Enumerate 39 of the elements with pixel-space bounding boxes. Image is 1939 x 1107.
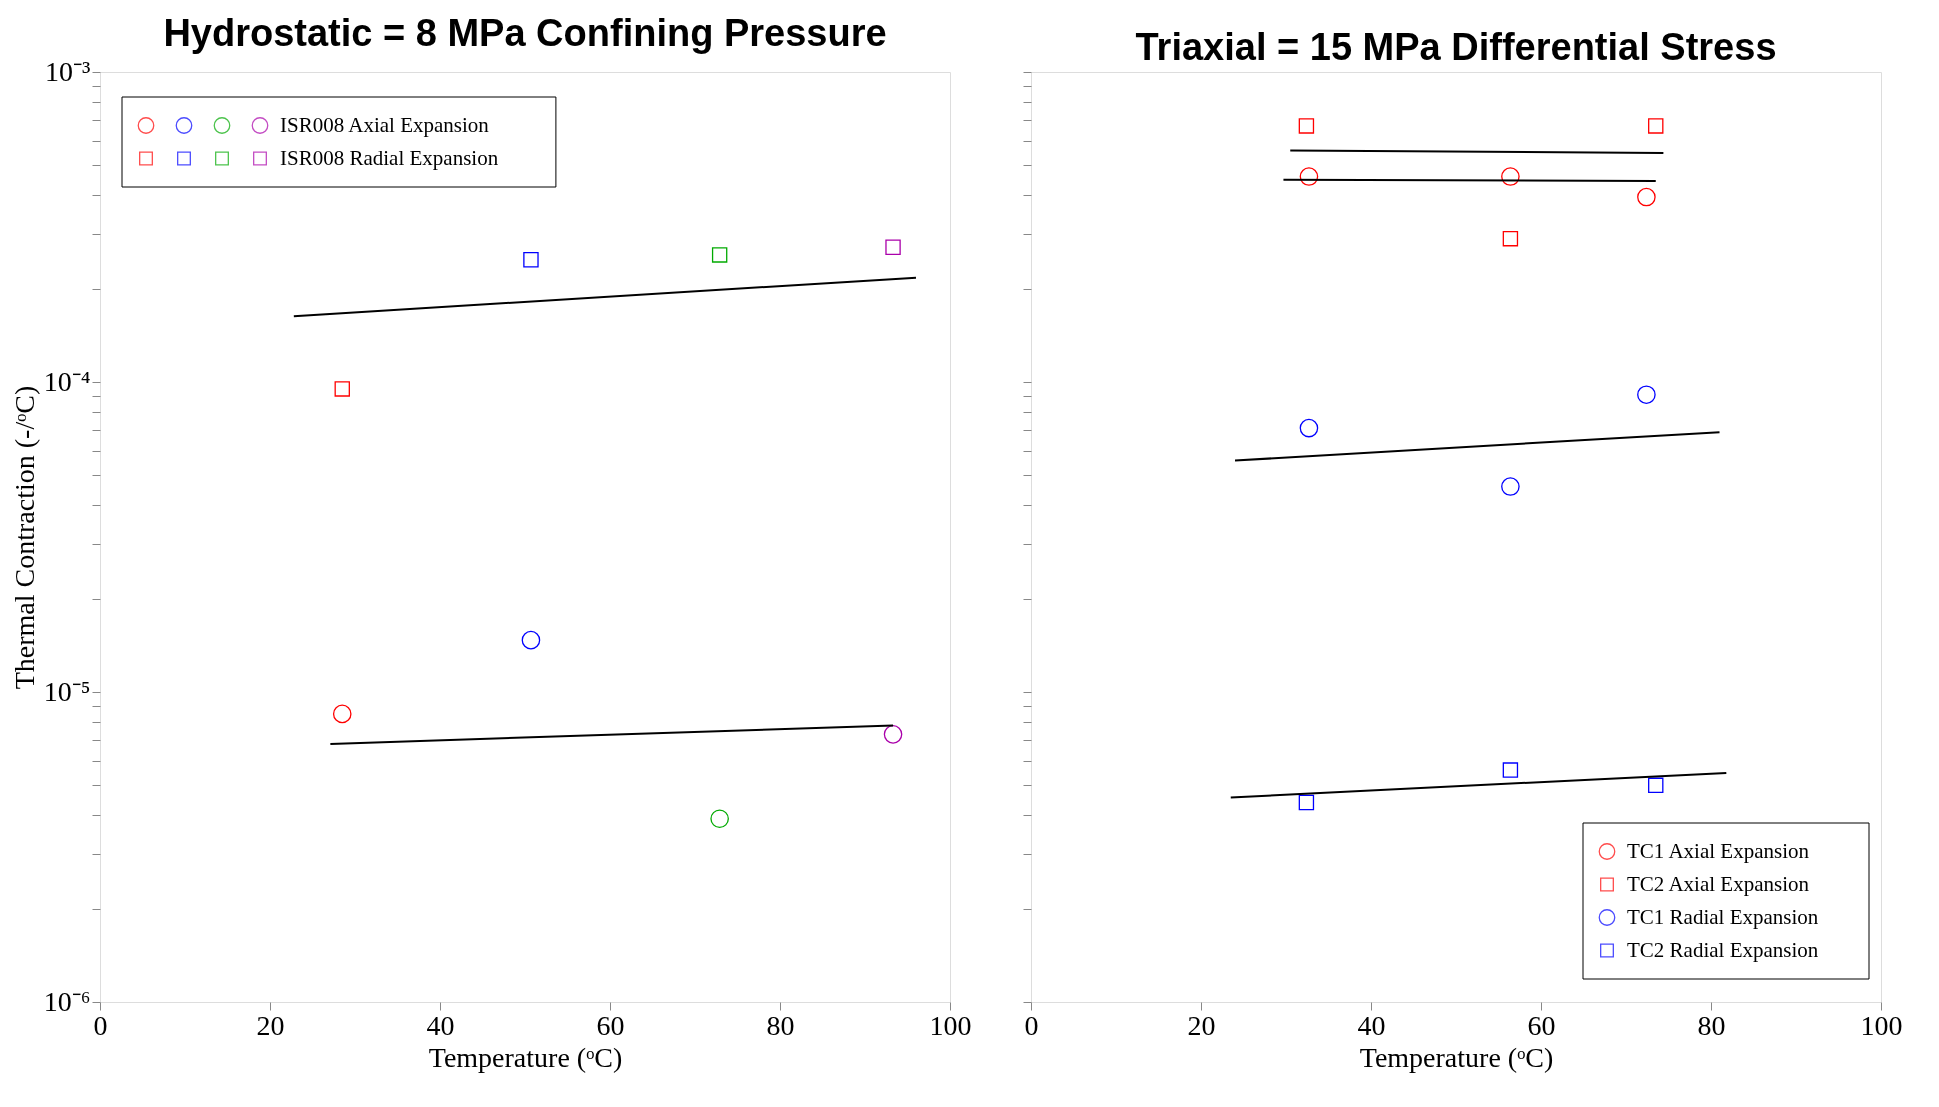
chart-title: Triaxial = 15 MPa Differential Stress xyxy=(1135,25,1777,68)
point xyxy=(1298,794,1315,811)
y-tick-label: 10⁻³ xyxy=(45,55,91,87)
x-tick-label: 100 xyxy=(1860,1009,1903,1041)
x-tick-label: 60 xyxy=(1527,1009,1556,1041)
legend-label: TC2 Radial Expansion xyxy=(1627,937,1819,962)
point xyxy=(1299,167,1319,186)
x-tick-label: 0 xyxy=(93,1009,108,1041)
x-tick-label: 20 xyxy=(256,1009,285,1041)
point xyxy=(1299,418,1319,438)
x-tick-label: 0 xyxy=(1024,1009,1039,1041)
x-tick-label: 40 xyxy=(426,1009,455,1041)
x-tick-label: 40 xyxy=(1357,1009,1386,1041)
point xyxy=(1648,118,1664,134)
y-tick-label: 10⁻⁴ xyxy=(43,365,91,397)
point xyxy=(1298,118,1315,134)
legend-label: TC1 Radial Expansion xyxy=(1627,904,1819,929)
point xyxy=(1637,385,1656,404)
point xyxy=(1502,762,1519,778)
legend-label: TC1 Axial Expansion xyxy=(1627,838,1810,863)
x-tick-label: 80 xyxy=(1697,1009,1726,1041)
x-tick-label: 60 xyxy=(596,1009,625,1041)
point xyxy=(1501,477,1520,496)
y-tick-label: 10⁻⁵ xyxy=(43,675,91,707)
legend-label: ISR008 Radial Expansion xyxy=(280,145,499,170)
point xyxy=(1648,777,1664,794)
y-axis-title: Thermal Contraction (-/ᵒC) xyxy=(8,385,40,690)
x-axis-title: Temperature (ᵒC) xyxy=(1359,1041,1554,1073)
point xyxy=(1502,230,1519,247)
x-tick-label: 100 xyxy=(929,1009,972,1041)
point xyxy=(1501,167,1520,186)
y-tick-label: 10⁻⁶ xyxy=(43,985,91,1017)
legend-label: TC2 Axial Expansion xyxy=(1627,871,1810,896)
point xyxy=(1637,187,1656,207)
x-tick-label: 20 xyxy=(1187,1009,1216,1041)
x-tick-label: 80 xyxy=(766,1009,795,1041)
chart-title: Hydrostatic = 8 MPa Confining Pressure xyxy=(163,12,887,54)
x-axis-title: Temperature (ᵒC) xyxy=(428,1041,623,1073)
legend-label: ISR008 Axial Expansion xyxy=(280,112,490,137)
